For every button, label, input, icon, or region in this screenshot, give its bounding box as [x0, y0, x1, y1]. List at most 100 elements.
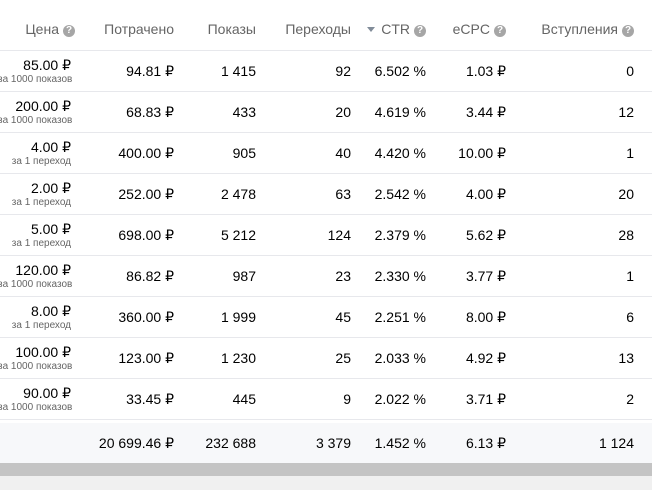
cell-spent: 698.00 ₽	[75, 214, 178, 256]
price-unit: за 1 переход	[11, 155, 71, 167]
cell-ecpc: 4.00 ₽	[430, 173, 510, 215]
table-row[interactable]: 85.00 ₽ за 1000 показов 94.81 ₽1 415 92 6.50…	[0, 50, 652, 92]
price-value: 85.00 ₽	[23, 56, 71, 73]
price-value: 100.00 ₽	[15, 343, 71, 360]
cell-ecpc: 5.62 ₽	[430, 214, 510, 256]
cell-joins: 20	[510, 173, 638, 215]
cell-price: 100.00 ₽ за 1000 показов	[0, 337, 75, 379]
totals-row: 20 699.46 ₽232 688 3 379 1.452 % 6.13 ₽1 12…	[0, 423, 652, 463]
table-row[interactable]: 4.00 ₽ за 1 переход 400.00 ₽905 40 4.420 % 10…	[0, 132, 652, 174]
cell-spent: 33.45 ₽	[75, 378, 178, 420]
cell-clicks: 9	[260, 378, 355, 420]
cell-ecpc: 4.92 ₽	[430, 337, 510, 379]
help-icon[interactable]: ?	[414, 25, 426, 37]
price-value: 90.00 ₽	[23, 384, 71, 401]
cell-clicks: 40	[260, 132, 355, 174]
column-header-clicks[interactable]: Переходы	[260, 8, 355, 51]
column-header-ctr-label: CTR	[381, 21, 410, 37]
column-header-price-label: Цена	[25, 21, 59, 37]
cell-spent: 68.83 ₽	[75, 91, 178, 133]
price-value: 8.00 ₽	[30, 302, 71, 319]
cell-joins: 2	[510, 378, 638, 420]
cell-clicks: 20	[260, 91, 355, 133]
cell-price: 8.00 ₽ за 1 переход	[0, 296, 75, 338]
column-header-impressions[interactable]: Показы	[178, 8, 260, 51]
cell-spent: 86.82 ₽	[75, 255, 178, 297]
horizontal-scrollbar-thumb[interactable]	[0, 463, 652, 476]
cell-joins: 1	[510, 132, 638, 174]
column-header-spent-label: Потрачено	[104, 21, 174, 37]
cell-last: 7	[638, 132, 652, 174]
price-unit: за 1000 показов	[0, 401, 73, 413]
cell-last: 1	[638, 91, 652, 133]
cell-impressions: 445	[178, 378, 260, 420]
cell-spent: 360.00 ₽	[75, 296, 178, 338]
cell-joins: 13	[510, 337, 638, 379]
cell-ecpc: 3.77 ₽	[430, 255, 510, 297]
cell-clicks: 124	[260, 214, 355, 256]
column-header-ctr[interactable]: CTR?	[355, 8, 430, 51]
cell-price: 90.00 ₽ за 1000 показов	[0, 378, 75, 420]
column-header-last[interactable]: Д	[638, 8, 652, 51]
cell-spent: 94.81 ₽	[75, 50, 178, 92]
cell-price: 4.00 ₽ за 1 переход	[0, 132, 75, 174]
column-header-price[interactable]: Цена?	[0, 8, 75, 51]
column-header-joins[interactable]: Вступления?	[510, 8, 638, 51]
column-header-ecpc-label: eCPC	[452, 21, 490, 37]
column-header-spent[interactable]: Потрачено	[75, 8, 178, 51]
totals-cell-price	[0, 423, 75, 463]
table-header-row: Цена? Потрачено Показы Переходы CTR? eCP…	[0, 8, 652, 51]
help-icon[interactable]: ?	[622, 25, 634, 37]
cell-ctr: 4.619 %	[355, 91, 430, 133]
totals-cell-spent: 20 699.46 ₽	[75, 423, 178, 463]
totals-cell-last	[638, 423, 652, 463]
table-row[interactable]: 90.00 ₽ за 1000 показов 33.45 ₽445 9 2.022 %…	[0, 378, 652, 420]
cell-joins: 6	[510, 296, 638, 338]
price-unit: за 1 переход	[11, 196, 71, 208]
cell-impressions: 5 212	[178, 214, 260, 256]
cell-ecpc: 1.03 ₽	[430, 50, 510, 92]
cell-last: 2	[638, 50, 652, 92]
price-value: 2.00 ₽	[30, 179, 71, 196]
cell-impressions: 433	[178, 91, 260, 133]
cell-ctr: 2.251 %	[355, 296, 430, 338]
horizontal-scrollbar-track[interactable]	[0, 476, 652, 490]
cell-ctr: 4.420 %	[355, 132, 430, 174]
cell-ecpc: 8.00 ₽	[430, 296, 510, 338]
cell-price: 85.00 ₽ за 1000 показов	[0, 50, 75, 92]
column-header-joins-label: Вступления	[541, 21, 618, 37]
table-row[interactable]: 2.00 ₽ за 1 переход 252.00 ₽2 478 63 2.542 %…	[0, 173, 652, 215]
column-header-clicks-label: Переходы	[285, 21, 351, 37]
table-row[interactable]: 100.00 ₽ за 1000 показов 123.00 ₽1 230 25 2.…	[0, 337, 652, 379]
table-row[interactable]: 200.00 ₽ за 1000 показов 68.83 ₽433 20 4.619…	[0, 91, 652, 133]
cell-impressions: 905	[178, 132, 260, 174]
cell-spent: 252.00 ₽	[75, 173, 178, 215]
cell-last: 2	[638, 214, 652, 256]
cell-impressions: 1 415	[178, 50, 260, 92]
price-unit: за 1000 показов	[0, 278, 73, 290]
cell-impressions: 1 999	[178, 296, 260, 338]
price-unit: за 1 переход	[11, 237, 71, 249]
cell-ctr: 2.022 %	[355, 378, 430, 420]
table-row[interactable]: 5.00 ₽ за 1 переход 698.00 ₽5 212 124 2.379 …	[0, 214, 652, 256]
cell-last: 1	[638, 378, 652, 420]
table-row[interactable]: 8.00 ₽ за 1 переход 360.00 ₽1 999 45 2.251 %…	[0, 296, 652, 338]
cell-ecpc: 10.00 ₽	[430, 132, 510, 174]
cell-clicks: 25	[260, 337, 355, 379]
cell-ctr: 2.542 %	[355, 173, 430, 215]
cell-joins: 28	[510, 214, 638, 256]
sort-desc-icon	[367, 27, 376, 32]
cell-last: 2	[638, 337, 652, 379]
help-icon[interactable]: ?	[63, 25, 75, 37]
cell-ctr: 6.502 %	[355, 50, 430, 92]
help-icon[interactable]: ?	[494, 25, 506, 37]
cell-price: 2.00 ₽ за 1 переход	[0, 173, 75, 215]
column-header-impressions-label: Показы	[207, 21, 256, 37]
stats-table: Цена? Потрачено Показы Переходы CTR? eCP…	[0, 8, 652, 463]
table-row[interactable]: 120.00 ₽ за 1000 показов 86.82 ₽987 23 2.330…	[0, 255, 652, 297]
price-value: 200.00 ₽	[15, 97, 71, 114]
cell-ecpc: 3.44 ₽	[430, 91, 510, 133]
column-header-ecpc[interactable]: eCPC?	[430, 8, 510, 51]
cell-clicks: 45	[260, 296, 355, 338]
